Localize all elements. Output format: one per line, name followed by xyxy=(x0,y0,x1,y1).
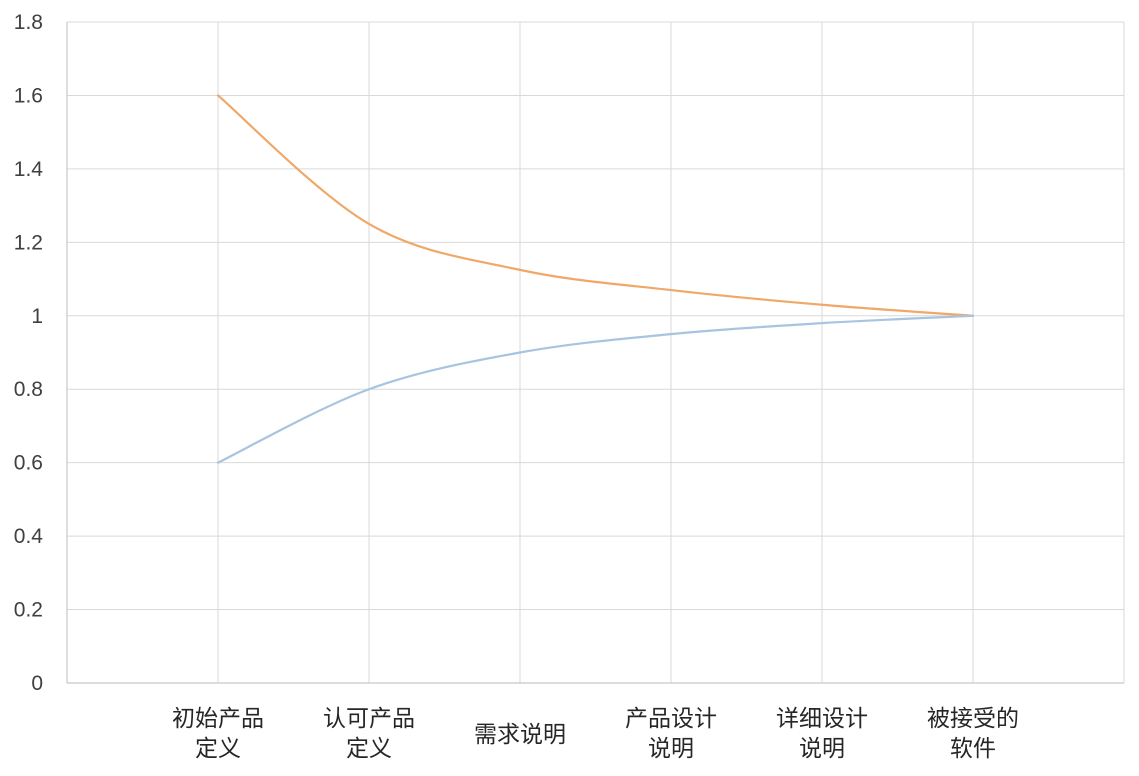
y-tick-label: 1.2 xyxy=(14,231,43,254)
x-tick-label: 产品设计说明 xyxy=(625,706,717,762)
x-tick-label: 认可产品定义 xyxy=(323,706,415,762)
y-tick-label: 0 xyxy=(31,672,43,695)
y-tick-label: 0.8 xyxy=(14,378,43,401)
y-tick-label: 0.4 xyxy=(14,525,44,548)
y-tick-label: 1.6 xyxy=(14,84,43,107)
series-line-2 xyxy=(216,314,975,464)
x-tick-label: 初始产品定义 xyxy=(172,706,264,762)
y-tick-label: 1.4 xyxy=(14,158,44,181)
y-tick-label: 1.8 xyxy=(14,11,43,34)
x-axis-tick-labels: 初始产品定义 认可产品定义 需求说明 产品设计说明 详细设计说明 被接受的软件 xyxy=(172,706,1019,762)
x-tick-label: 详细设计说明 xyxy=(776,706,868,762)
y-tick-label: 0.2 xyxy=(14,599,43,622)
x-tick-label: 被接受的软件 xyxy=(927,706,1019,762)
y-tick-label: 1 xyxy=(31,305,43,328)
y-axis-tick-labels: 0 0.2 0.4 0.6 0.8 1 1.2 1.4 1.6 1.8 xyxy=(14,11,44,695)
axes xyxy=(66,22,1124,684)
series-lines xyxy=(216,94,975,464)
x-tick-label: 需求说明 xyxy=(474,722,566,748)
series-line-1 xyxy=(216,94,975,317)
y-tick-label: 0.6 xyxy=(14,452,43,475)
gridlines xyxy=(67,21,1125,683)
